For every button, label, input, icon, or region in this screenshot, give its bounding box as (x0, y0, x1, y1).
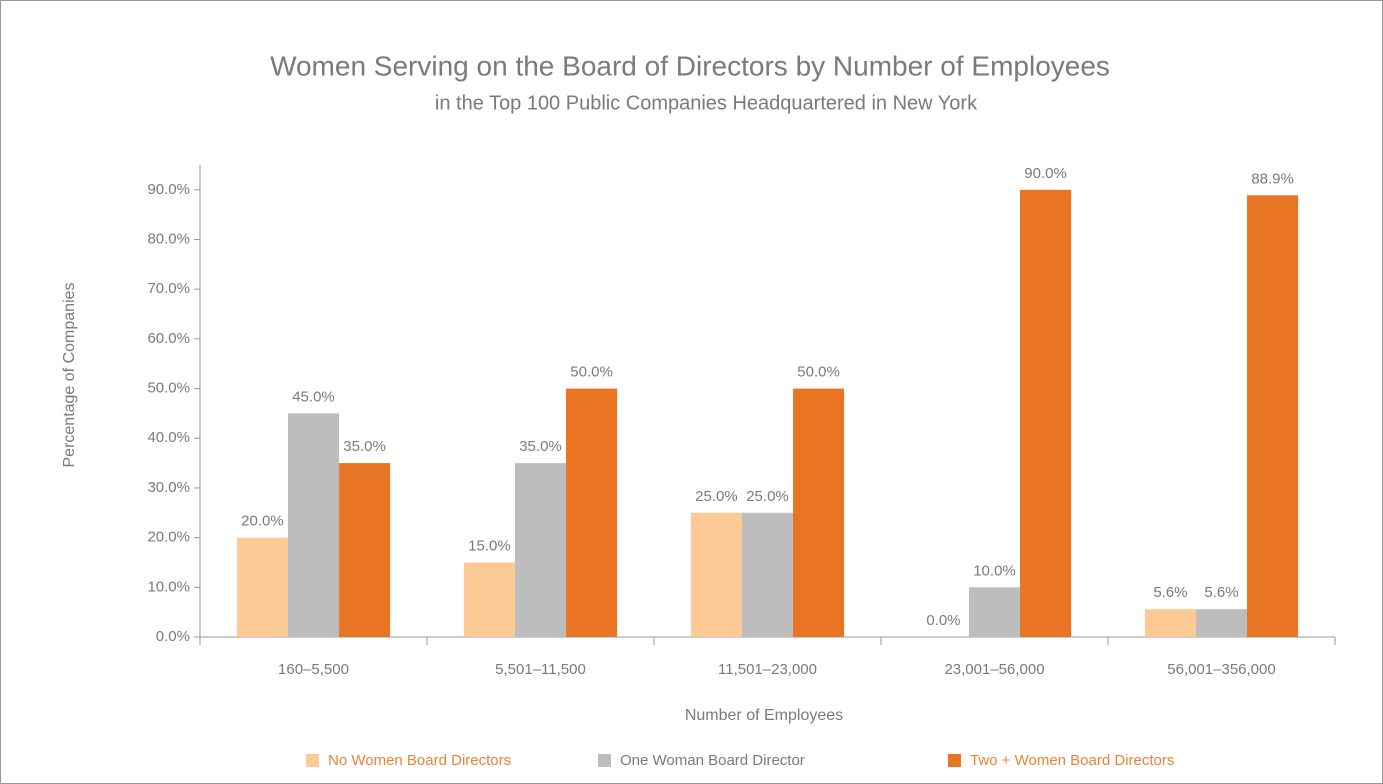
value-label: 5.6% (1153, 584, 1187, 601)
y-tick-label: 60.0% (147, 330, 190, 347)
legend-swatch (948, 754, 961, 767)
bar (339, 463, 391, 637)
x-tick-label: 23,001–56,000 (944, 661, 1044, 678)
y-tick-label: 0.0% (156, 628, 190, 645)
value-label: 35.0% (343, 438, 386, 455)
value-label: 88.9% (1251, 170, 1294, 187)
bar (236, 537, 288, 637)
bar (463, 562, 515, 637)
bar (741, 512, 794, 637)
bar (1195, 609, 1248, 637)
value-label: 5.6% (1204, 584, 1238, 601)
x-tick-label: 11,501–23,000 (718, 661, 817, 678)
y-tick-label: 10.0% (147, 578, 190, 595)
y-tick-label: 80.0% (147, 230, 190, 247)
value-label: 35.0% (519, 438, 562, 455)
value-label: 20.0% (241, 513, 284, 530)
value-label: 15.0% (468, 537, 511, 554)
y-tick-label: 70.0% (147, 280, 190, 297)
chart-subtitle: in the Top 100 Public Companies Headquar… (435, 92, 978, 114)
chart-title: Women Serving on the Board of Directors … (270, 50, 1110, 81)
value-label: 50.0% (570, 364, 613, 381)
x-axis-label: Number of Employees (685, 707, 843, 724)
y-tick-label: 90.0% (147, 181, 190, 198)
value-label: 0.0% (926, 612, 960, 629)
y-axis-label: Percentage of Companies (61, 283, 78, 468)
bar (690, 512, 742, 637)
legend-swatch (306, 754, 319, 767)
bar (968, 587, 1021, 637)
bar (514, 463, 567, 637)
legend-label: No Women Board Directors (328, 752, 511, 769)
x-tick-label: 56,001–356,000 (1167, 661, 1275, 678)
legend-label: One Woman Board Director (620, 752, 805, 769)
legend-swatch (598, 754, 611, 767)
value-label: 25.0% (695, 488, 738, 505)
value-label: 45.0% (292, 388, 335, 405)
x-tick-label: 160–5,500 (278, 661, 349, 678)
value-label: 90.0% (1024, 165, 1067, 182)
value-label: 25.0% (746, 488, 789, 505)
bar (287, 413, 340, 637)
y-tick-label: 20.0% (147, 529, 190, 546)
bar (1247, 195, 1299, 637)
bar (566, 388, 618, 637)
value-label: 10.0% (973, 562, 1016, 579)
bar (1020, 189, 1072, 637)
y-tick-label: 30.0% (147, 479, 190, 496)
y-tick-label: 40.0% (147, 429, 190, 446)
value-label: 50.0% (797, 364, 840, 381)
bar (1144, 609, 1196, 637)
bar (793, 388, 845, 637)
x-tick-label: 5,501–11,500 (495, 661, 586, 678)
y-tick-label: 50.0% (147, 380, 190, 397)
legend-label: Two + Women Board Directors (970, 752, 1174, 769)
